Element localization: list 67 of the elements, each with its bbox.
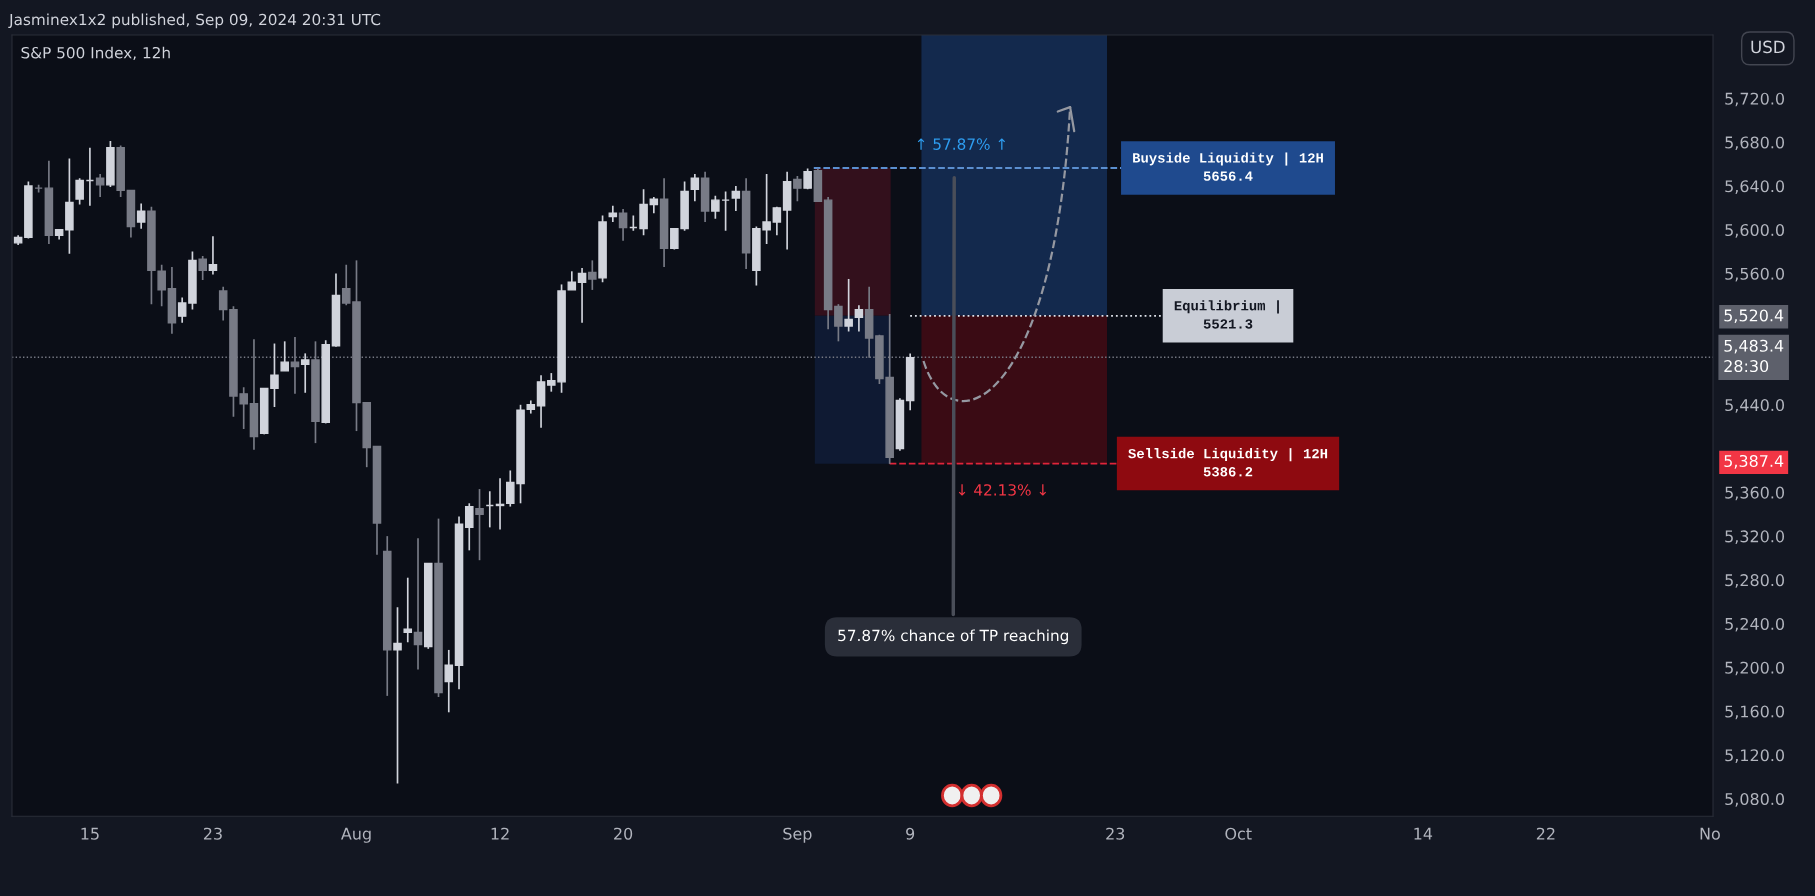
candlestick: [270, 342, 279, 408]
y-tick-label: 5,560.0: [1725, 267, 1785, 282]
chart-subtitle: Jasminex1x2 published, Sep 09, 2024 20:31 UTC: [8, 13, 381, 29]
candlestick: [834, 303, 843, 343]
y-tick-label: 5,240.0: [1725, 617, 1785, 632]
ref-line-label: 5,483.4 28:30: [1724, 339, 1784, 373]
x-tick-label: Oct: [1225, 827, 1252, 840]
candlestick: [95, 173, 105, 198]
ref-line-label: Sellside Liquidity | 12H 5386.2: [1128, 448, 1328, 477]
x-tick-label: 14: [1414, 827, 1433, 840]
annotation: ↑ 57.87% ↑: [917, 138, 1006, 150]
y-tick-label: 5,600.0: [1725, 223, 1785, 238]
annotation: 57.87% chance of TP reaching: [838, 629, 1068, 645]
y-axis-title: USD: [1751, 40, 1785, 54]
text: 5,520.4: [1724, 309, 1784, 324]
candlestick: [588, 259, 597, 291]
candlestick: [690, 173, 700, 203]
candlestick: [198, 255, 207, 281]
x-tick-label: 23: [1106, 827, 1125, 840]
y-tick-label: 5,080.0: [1725, 792, 1785, 807]
candlestick: [772, 205, 782, 237]
candlestick: [793, 175, 802, 203]
ref-line-label: Buyside Liquidity | 12H 5656.4: [1133, 152, 1323, 181]
text: 5,387.4: [1724, 454, 1784, 469]
annotation: ↓ 42.13% ↓: [958, 484, 1047, 496]
candlestick: [177, 296, 187, 324]
y-tick-label: 5,640.0: [1725, 180, 1785, 194]
candlestick: [218, 285, 228, 322]
x-tick-label: No: [1700, 827, 1720, 840]
x-tick-label: 12: [491, 827, 509, 840]
candlestick: [403, 576, 413, 644]
candlestick: [75, 177, 84, 206]
x-tick-label: 9: [906, 827, 915, 840]
candlestick: [475, 488, 484, 562]
candlestick: [136, 202, 146, 230]
candlestick: [208, 235, 218, 276]
candlestick: [280, 340, 289, 372]
candlestick: [844, 278, 853, 333]
candlestick: [444, 649, 454, 714]
candlestick: [854, 304, 864, 333]
candlestick: [577, 267, 587, 324]
y-tick-label: 5,320.0: [1725, 530, 1785, 545]
x-tick-label: 23: [203, 827, 222, 840]
x-tick-label: 20: [614, 827, 633, 840]
ref-line-label: Equilibrium | 5521.3: [1174, 300, 1279, 329]
x-tick-label: 22: [1536, 827, 1555, 840]
candlestick: [731, 185, 741, 212]
candlestick: [711, 194, 720, 220]
candlestick: [464, 502, 474, 552]
candlestick: [300, 352, 310, 394]
text: S&P 500 Index, 12h: [21, 46, 170, 61]
candlestick: [618, 208, 628, 242]
y-tick-label: 5,440.0: [1725, 399, 1785, 413]
x-tick-label: Aug: [341, 827, 371, 843]
y-tick-label: 5,200.0: [1725, 661, 1785, 676]
candlestick: [567, 270, 577, 291]
candlestick: [157, 263, 166, 308]
y-tick-label: 5,160.0: [1725, 705, 1785, 720]
y-tick-label: 5,680.0: [1725, 136, 1785, 151]
y-tick-label: 5,720.0: [1725, 92, 1785, 107]
x-tick-label: Sep: [783, 827, 812, 843]
y-tick-label: 5,120.0: [1725, 749, 1785, 763]
y-tick-label: 5,280.0: [1725, 574, 1785, 588]
candlestick: [413, 537, 423, 671]
x-tick-label: 15: [81, 827, 99, 840]
candlestick: [393, 606, 402, 785]
y-tick-label: 5,360.0: [1725, 486, 1785, 501]
